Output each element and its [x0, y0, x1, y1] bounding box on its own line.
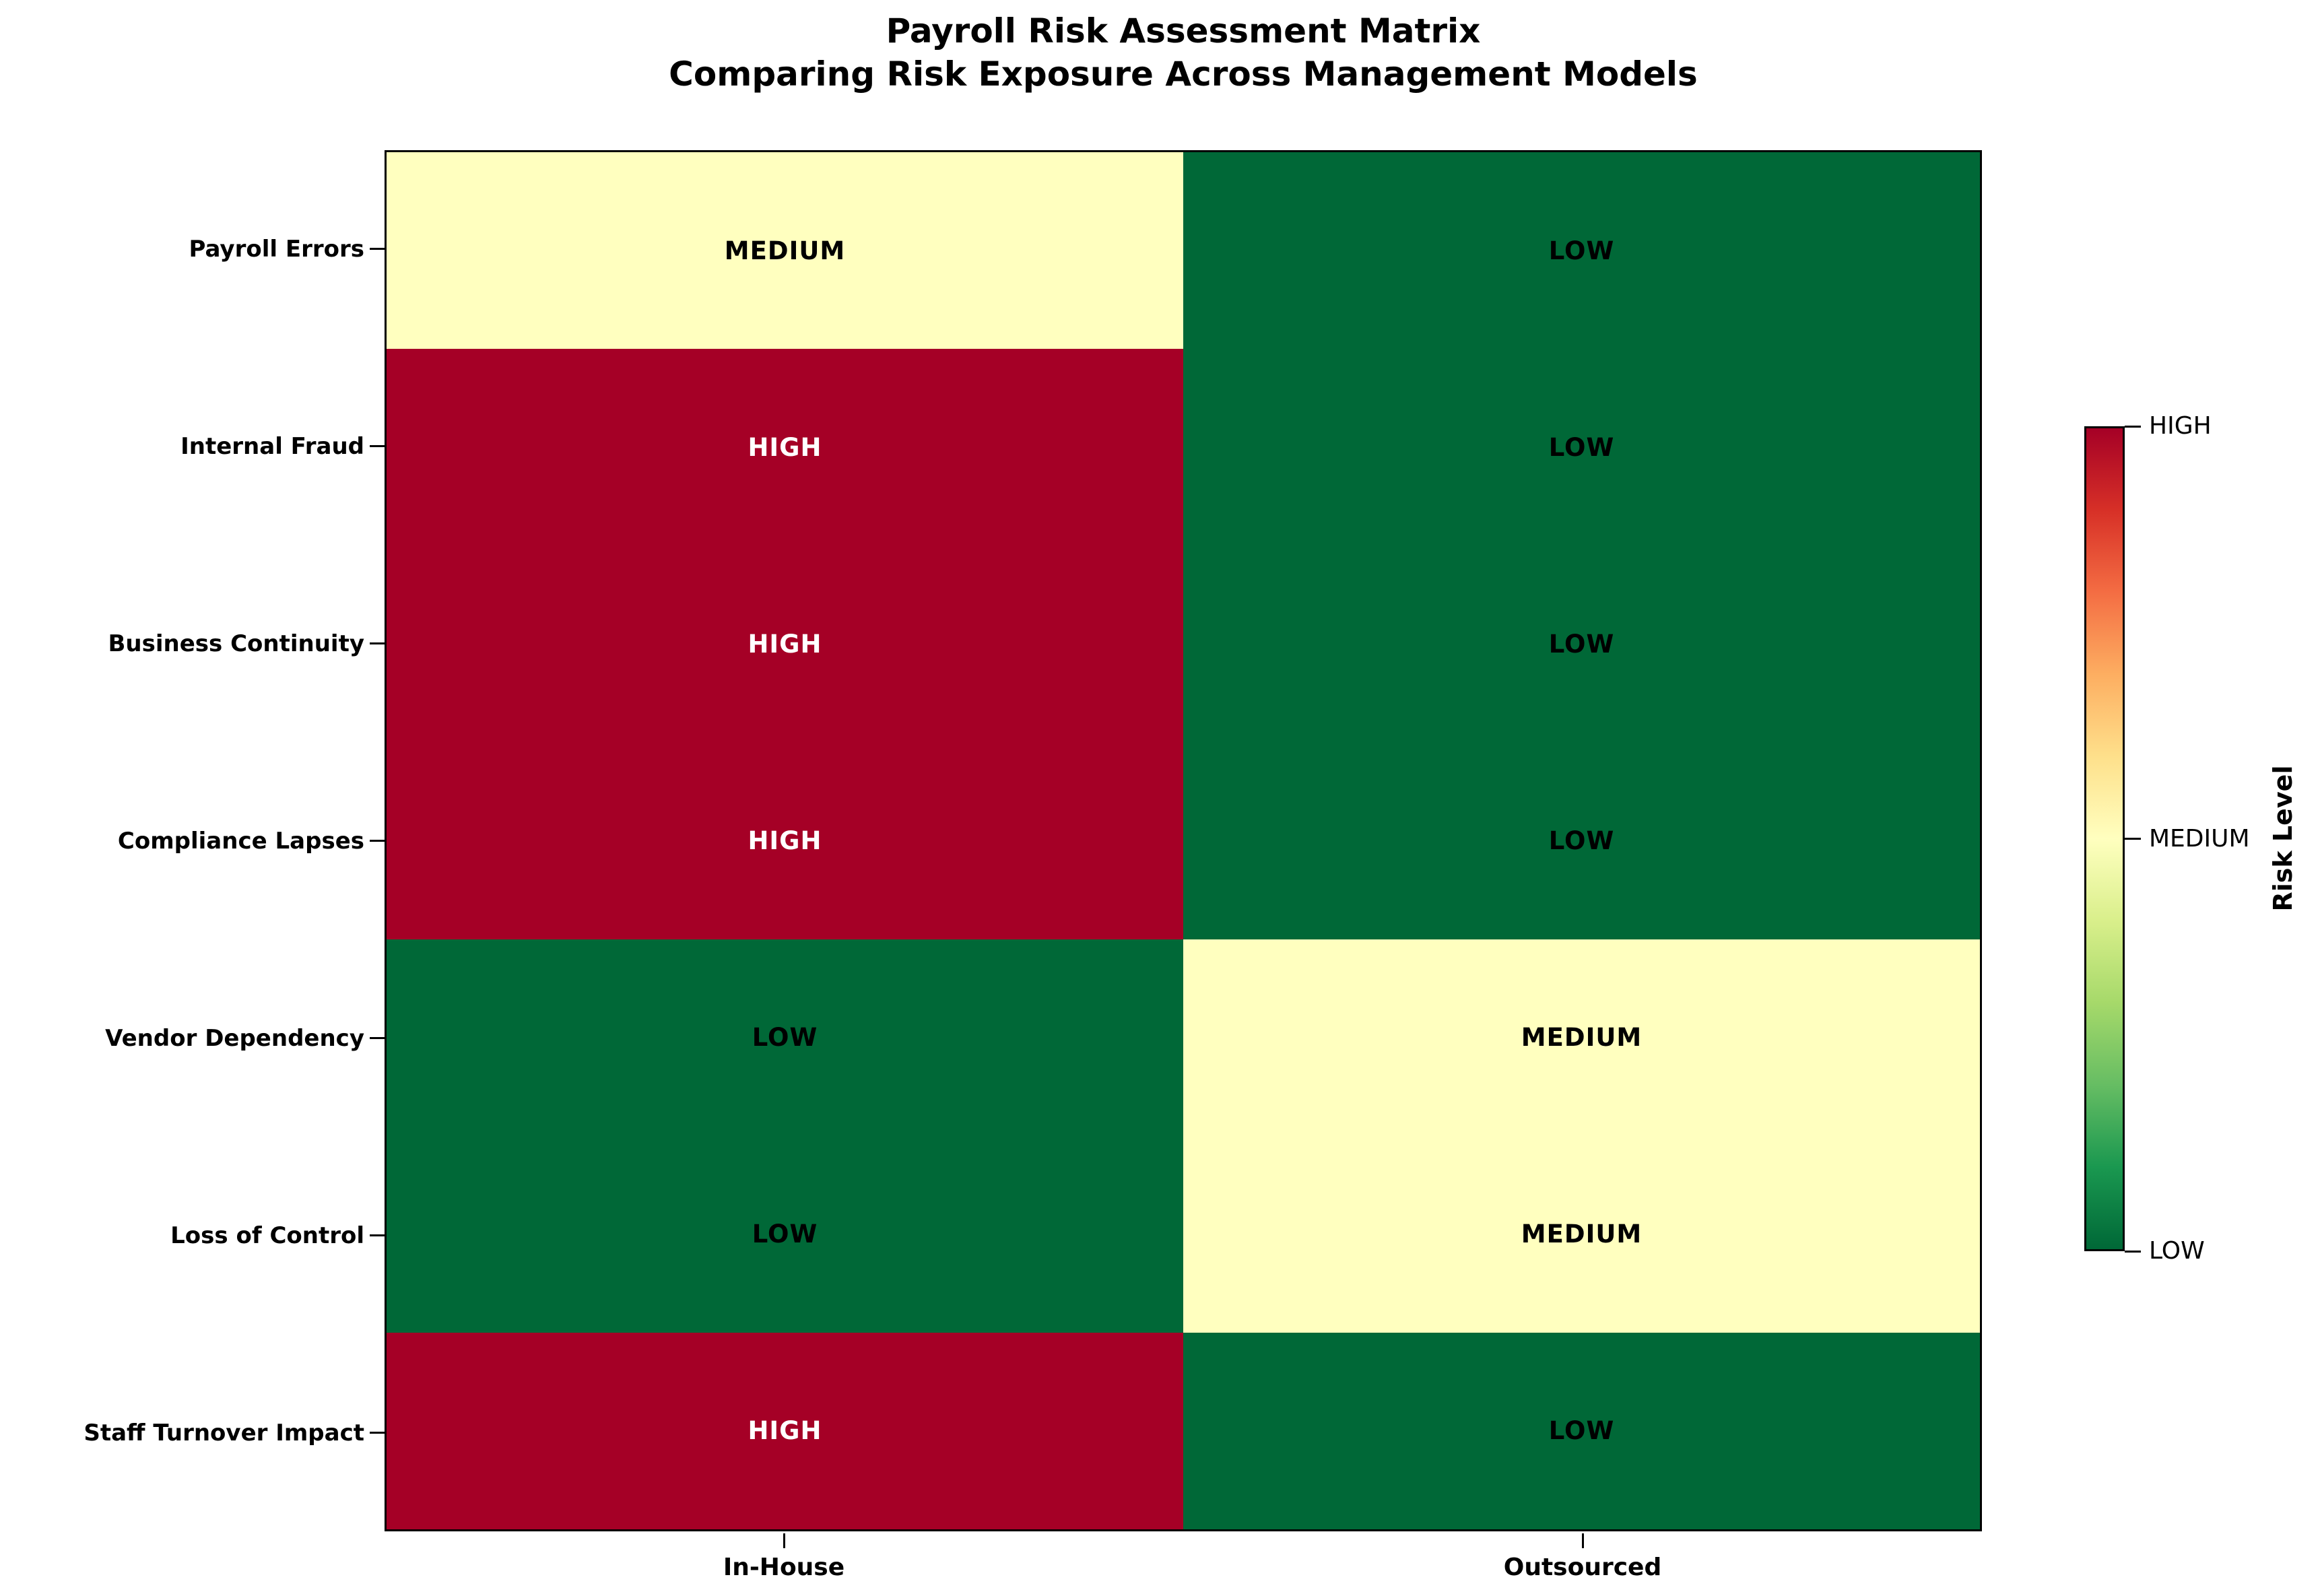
cell-value: HIGH [748, 826, 822, 855]
y-tick [370, 445, 385, 447]
cell-value: HIGH [748, 432, 822, 462]
x-tick [1581, 1533, 1584, 1548]
heatmap-cell: MEDIUM [387, 152, 1183, 350]
cell-value: LOW [752, 1023, 818, 1053]
cell-value: LOW [752, 1220, 818, 1249]
row-label: Staff Turnover Impact [84, 1419, 364, 1447]
colorbar-tick [2125, 1250, 2141, 1253]
row-label: Payroll Errors [189, 235, 364, 263]
y-tick [370, 642, 385, 644]
cell-value: LOW [1548, 236, 1615, 265]
colorbar-tick [2125, 425, 2141, 428]
heatmap-cell: LOW [387, 1135, 1183, 1333]
heatmap: MEDIUM LOW HIGH LOW HIGH LOW HIGH LOW LOW MEDIUM L… [385, 150, 1982, 1531]
heatmap-cell: MEDIUM [1183, 1135, 1980, 1333]
colorbar-tick-label: LOW [2149, 1237, 2205, 1265]
x-tick [783, 1533, 785, 1548]
chart-title-line2: Comparing Risk Exposure Across Managemen… [669, 55, 1698, 94]
colorbar-tick [2125, 838, 2141, 840]
colorbar-tick-label: MEDIUM [2149, 824, 2250, 853]
heatmap-cell: HIGH [387, 742, 1183, 939]
col-label: Outsourced [1503, 1554, 1662, 1581]
heatmap-cell: LOW [1183, 152, 1980, 350]
heatmap-cell: HIGH [387, 349, 1183, 546]
heatmap-cell: LOW [387, 939, 1183, 1136]
y-tick [370, 248, 385, 250]
y-tick [370, 1037, 385, 1039]
cell-value: LOW [1548, 826, 1615, 855]
cell-value: MEDIUM [1521, 1220, 1643, 1249]
cell-value: HIGH [748, 1416, 822, 1446]
row-label: Business Continuity [108, 630, 365, 657]
cell-value: HIGH [748, 629, 822, 659]
colorbar-title: Risk Level [2268, 765, 2298, 912]
row-label: Loss of Control [170, 1222, 364, 1249]
heatmap-cell: LOW [1183, 1332, 1980, 1529]
cell-value: MEDIUM [1521, 1023, 1643, 1053]
heatmap-cell: MEDIUM [1183, 939, 1980, 1136]
heatmap-cell: LOW [1183, 742, 1980, 939]
colorbar-tick-label: HIGH [2149, 412, 2212, 440]
y-tick [370, 840, 385, 842]
heatmap-cell: HIGH [387, 545, 1183, 743]
y-tick [370, 1432, 385, 1434]
heatmap-cell: LOW [1183, 545, 1980, 743]
cell-value: LOW [1548, 629, 1615, 659]
colorbar [2084, 426, 2125, 1251]
y-tick [370, 1234, 385, 1236]
heatmap-cell: LOW [1183, 349, 1980, 546]
row-label: Internal Fraud [180, 432, 364, 460]
row-label: Compliance Lapses [117, 827, 364, 855]
chart-title-line1: Payroll Risk Assessment Matrix [886, 11, 1481, 51]
cell-value: LOW [1548, 1416, 1615, 1446]
cell-value: LOW [1548, 432, 1615, 462]
row-label: Vendor Dependency [105, 1024, 364, 1052]
heatmap-cell: HIGH [387, 1332, 1183, 1529]
cell-value: MEDIUM [724, 236, 846, 265]
chart-title: Payroll Risk Assessment Matrix Comparing… [385, 9, 1982, 96]
col-label: In-House [723, 1554, 845, 1581]
